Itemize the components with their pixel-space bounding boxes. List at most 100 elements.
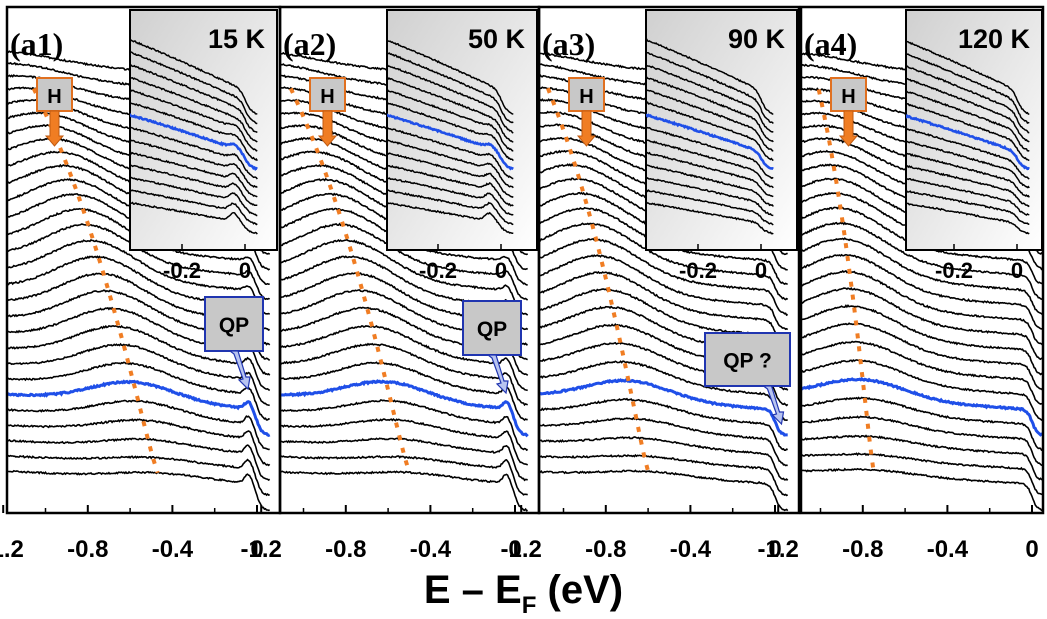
spectrum-curve: [280, 399, 529, 452]
spectrum-curve: [801, 206, 1043, 286]
panel-label: (a4): [804, 26, 857, 62]
inset-spectrum-curve: [906, 77, 1030, 143]
inset-spectrum-curve: [387, 177, 514, 216]
inset-3: -0.2 0 90 K: [645, 9, 798, 283]
hump-marker-box: [568, 77, 605, 112]
inset-curves: [387, 39, 514, 235]
inset-x-tick-label: 0: [495, 258, 507, 283]
inset-curves: [906, 40, 1030, 235]
x-tick-label: -1.2: [501, 536, 542, 563]
inset-spectrum-curve: [646, 188, 774, 226]
inset-spectrum-curve: [646, 51, 774, 125]
temperature-label: 90 K: [728, 24, 786, 54]
spectrum-curve: [539, 222, 789, 301]
x-tick-label: -0.4: [927, 536, 969, 563]
panel-label: (a3): [542, 26, 595, 62]
spectrum-curve: [801, 396, 1043, 451]
panel-frame: [799, 5, 1045, 515]
spectrum-curve: [539, 288, 789, 361]
inset-spectrum-curve: [130, 201, 258, 235]
temperature-label: 120 K: [958, 24, 1031, 54]
spectrum-curve: [7, 342, 270, 407]
x-tick-label: 0: [768, 536, 781, 563]
spectrum-curve: [7, 207, 270, 286]
spectrum-curve: [801, 322, 1043, 392]
inset-spectrum-curve: [906, 140, 1030, 189]
inset-spectrum-curve: [906, 65, 1030, 134]
highlighted-spectrum: [7, 379, 271, 438]
hump-marker-label: H: [320, 86, 334, 108]
spectrum-curve: [280, 361, 528, 422]
qp-marker-arrow: [761, 385, 785, 426]
inset-spectrum-curve: [906, 164, 1030, 208]
spectrum-curve: [7, 469, 270, 512]
spectrum-curve: [801, 286, 1043, 361]
inset-spectrum-curve: [130, 63, 258, 134]
x-tick-label: -0.8: [67, 536, 108, 563]
x-tick-label: 0: [1025, 536, 1038, 563]
spectrum-curve: [7, 361, 270, 421]
inset-spectrum-curve: [387, 89, 514, 152]
hump-marker-label: H: [47, 86, 61, 108]
spectrum-curve: [801, 452, 1043, 496]
inset-spectrum-curve: [130, 189, 258, 226]
x-tick-label: -0.8: [842, 536, 883, 563]
inset-spectrum-curve: [130, 76, 258, 143]
hump-dispersion-line: [546, 87, 651, 472]
spectrum-curve: [7, 454, 271, 497]
spectrum-curve: [801, 467, 1043, 512]
spectrum-curve: [539, 469, 789, 512]
inset-highlighted-spectrum: [130, 113, 258, 171]
x-tick-label: -0.4: [410, 536, 452, 563]
spectrum-curve: [539, 237, 789, 317]
hump-marker-arrow: [317, 110, 338, 147]
inset-spectrum-curve: [906, 52, 1030, 124]
spectrum-curve: [801, 269, 1043, 346]
spectrum-curve: [801, 340, 1043, 406]
inset-x-tick-label: -0.2: [679, 258, 717, 283]
inset-spectrum-curve: [387, 151, 514, 198]
inset-spectrum-curve: [906, 152, 1030, 198]
spectrum-curve: [7, 418, 271, 467]
hump-marker-arrow: [44, 110, 65, 147]
x-tick-label: -1.2: [758, 536, 799, 563]
x-tick-label: -0.8: [585, 536, 626, 563]
inset-spectrum-curve: [906, 127, 1030, 180]
spectrum-curve: [7, 324, 271, 392]
spectrum-curve: [539, 397, 788, 451]
inset-spectrum-curve: [130, 88, 258, 152]
spectrum-curve: [280, 324, 528, 392]
hump-marker-box: [309, 77, 346, 112]
inset-spectrum-curve: [646, 76, 774, 143]
inset-spectrum-curve: [646, 176, 774, 217]
inset-spectrum-curve: [387, 64, 514, 134]
x-tick-label: -0.8: [325, 536, 366, 563]
spectrum-curve: [539, 270, 788, 347]
qp-marker-box: [204, 296, 264, 352]
inset-spectrum-curve: [387, 39, 514, 115]
spectrum-curve: [801, 221, 1043, 300]
inset-spectrum-curve: [906, 89, 1030, 152]
inset-1: -0.2 0 15 K: [129, 9, 278, 283]
spectrum-curve: [280, 207, 528, 286]
inset-spectrum-curve: [387, 101, 514, 162]
qp-marker-label: QP ?: [723, 350, 772, 373]
inset-spectrum-curve: [906, 177, 1030, 216]
inset-spectrum-curve: [646, 126, 774, 180]
spectrum-curve: [280, 417, 529, 466]
inset-2: -0.2 0 50 K: [386, 9, 538, 283]
hump-dispersion-line: [816, 89, 876, 471]
inset-spectrum-curve: [646, 201, 774, 235]
hump-marker-label: H: [579, 86, 593, 108]
temperature-label: 50 K: [468, 24, 526, 54]
inset-spectrum-curve: [906, 189, 1030, 226]
temperature-label: 15 K: [208, 24, 266, 54]
inset-x-tick-label: -0.2: [935, 258, 973, 283]
spectrum-curve: [280, 342, 528, 407]
inset-spectrum-curve: [646, 64, 774, 133]
spectrum-curve: [801, 358, 1043, 422]
x-tick-label: -0.4: [152, 536, 194, 563]
inset-highlighted-spectrum: [906, 113, 1030, 171]
inset-spectrum-curve: [130, 151, 258, 198]
